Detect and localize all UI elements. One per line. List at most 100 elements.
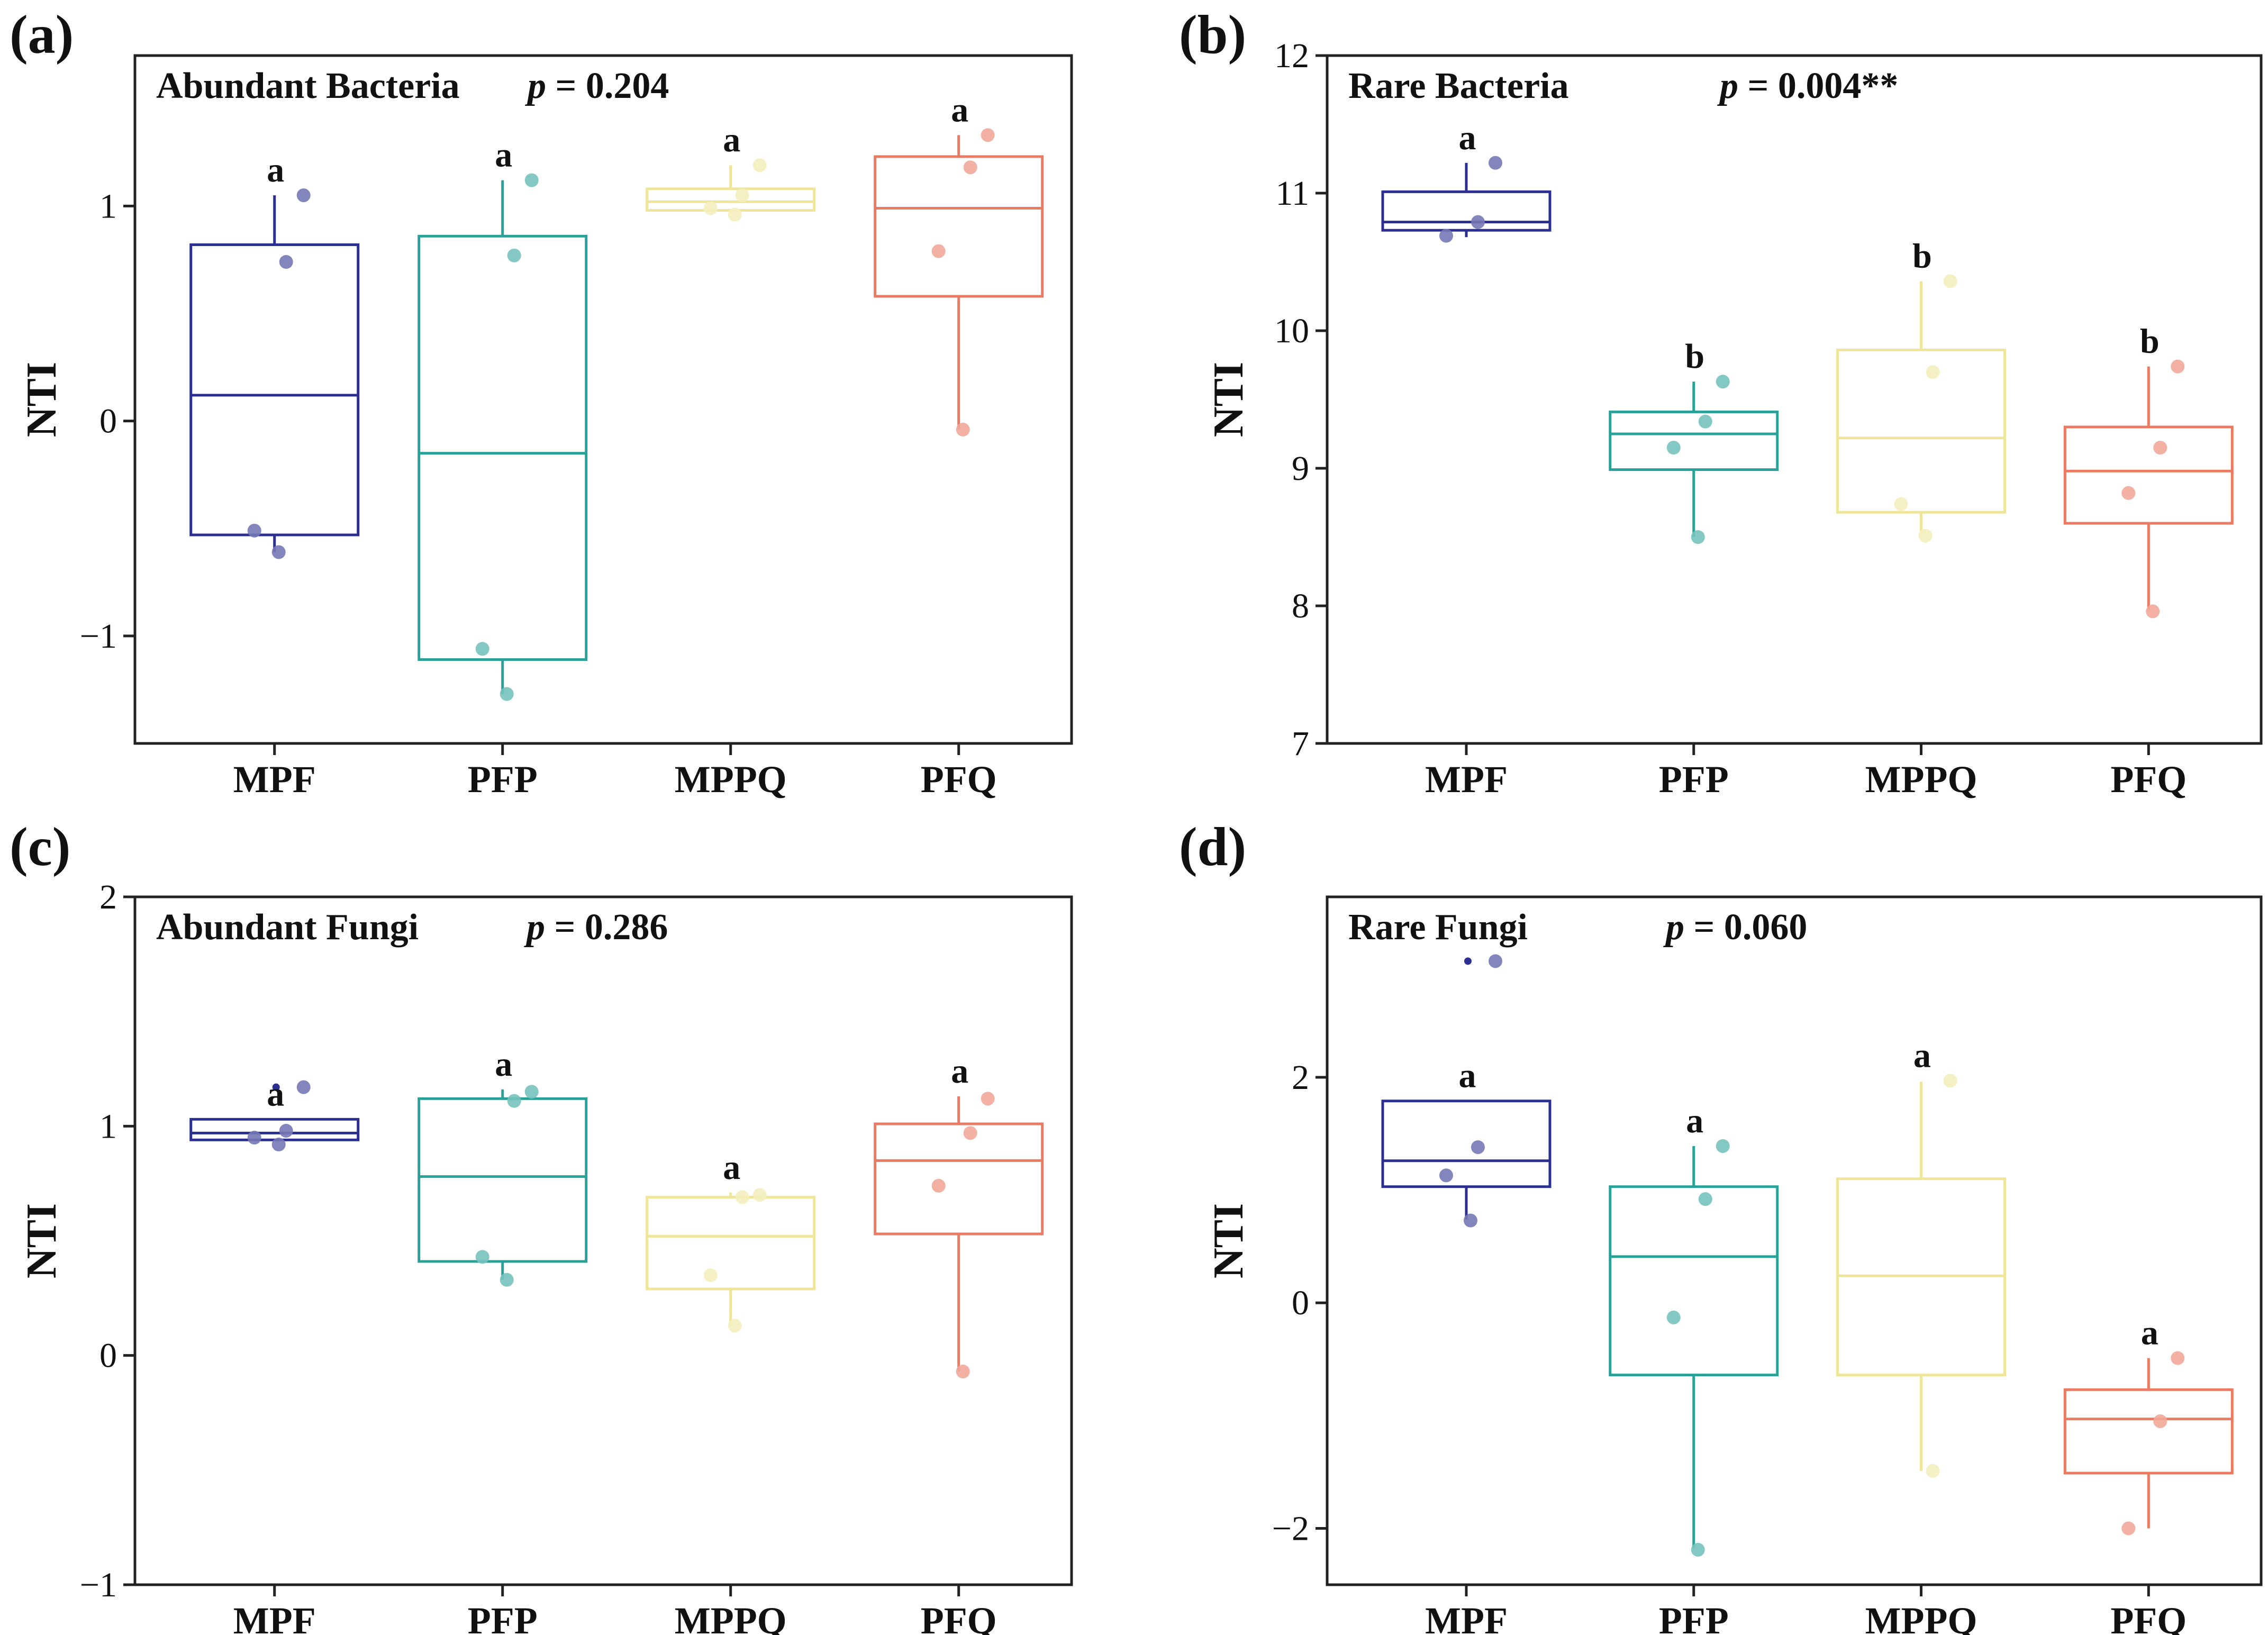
- panel-label: (d): [1179, 816, 1246, 877]
- y-axis-label: NTI: [1205, 362, 1252, 437]
- significance-letter: a: [723, 1148, 740, 1187]
- plot-frame: [1326, 895, 2263, 1586]
- data-point: [1943, 1074, 1957, 1088]
- iqr-box: [874, 155, 1044, 298]
- p-value-text: = 0.286: [545, 907, 668, 948]
- box-mpf: MPF a: [1381, 119, 1552, 801]
- x-tick-label: MPF: [233, 758, 316, 801]
- box-pfq: PFQ b: [2063, 322, 2234, 801]
- data-point: [1716, 375, 1730, 389]
- data-point: [703, 1268, 718, 1282]
- data-point: [2121, 486, 2136, 500]
- iqr-box: [2063, 425, 2234, 525]
- data-point: [2153, 441, 2167, 455]
- box-pfq: PFQ a: [874, 90, 1044, 801]
- data-point: [752, 1188, 767, 1202]
- panel-title: Rare Bacteria: [1348, 66, 1569, 106]
- data-point: [1691, 1542, 1705, 1557]
- panel-label: (b): [1179, 4, 1246, 65]
- significance-letter: a: [951, 90, 968, 129]
- iqr-box: [1609, 1185, 1779, 1377]
- significance-letter: a: [267, 1075, 284, 1113]
- significance-letter: a: [951, 1052, 968, 1091]
- x-tick-label: PFP: [468, 1600, 538, 1635]
- x-tick-label: MPF: [1425, 758, 1508, 801]
- data-point: [981, 1092, 995, 1106]
- data-point: [956, 1365, 970, 1378]
- significance-letter: a: [1458, 1057, 1476, 1095]
- iqr-box: [189, 243, 360, 537]
- y-axis-label: NTI: [19, 362, 65, 437]
- p-value: p = 0.286: [524, 907, 668, 948]
- data-point: [1894, 497, 1908, 511]
- significance-letter: a: [267, 151, 284, 189]
- iqr-box: [418, 1097, 588, 1263]
- data-point: [296, 188, 311, 203]
- data-point: [1926, 365, 1940, 379]
- box-pfp: PFP a: [418, 136, 588, 801]
- box-pfq: PFQ a: [2063, 1314, 2234, 1635]
- box-mppq: MPPQ a: [646, 1148, 816, 1635]
- box-pfp: PFP b: [1609, 337, 1779, 801]
- y-axis-label: NTI: [19, 1203, 65, 1278]
- p-value-text: = 0.004**: [1738, 66, 1898, 106]
- iqr-box: [646, 187, 816, 212]
- y-tick-label: 0: [1292, 1284, 1309, 1322]
- data-point: [247, 1131, 261, 1144]
- significance-letter: a: [1458, 119, 1476, 157]
- plot-frame: [1326, 54, 2263, 745]
- data-point: [2153, 1414, 2167, 1428]
- data-point: [956, 422, 970, 437]
- p-symbol: p: [1663, 907, 1684, 948]
- data-point: [271, 1138, 286, 1151]
- p-symbol: p: [524, 907, 545, 948]
- data-point: [271, 545, 286, 559]
- x-tick-label: MPPQ: [1865, 758, 1977, 801]
- data-point: [475, 1250, 489, 1264]
- x-tick-label: MPPQ: [1865, 1600, 1977, 1635]
- box-mpf: MPF a: [189, 1075, 360, 1635]
- data-point: [735, 188, 749, 203]
- data-point: [2146, 604, 2160, 619]
- y-tick-label: 11: [1275, 174, 1309, 213]
- iqr-box: [189, 1118, 360, 1141]
- iqr-box: [646, 1196, 816, 1291]
- x-tick-label: PFQ: [921, 758, 997, 801]
- panel-title: Abundant Fungi: [156, 907, 419, 948]
- data-point: [1666, 1310, 1681, 1324]
- x-tick-label: MPF: [233, 1600, 316, 1635]
- y-tick-label: −1: [80, 1566, 117, 1604]
- data-point: [728, 1319, 742, 1333]
- data-point: [500, 687, 514, 701]
- data-point: [752, 158, 767, 172]
- box-pfp: PFP a: [1609, 1102, 1779, 1635]
- y-tick-label: 12: [1274, 37, 1309, 75]
- data-point: [1488, 954, 1502, 968]
- data-point: [1463, 1213, 1477, 1228]
- panel-title: Abundant Bacteria: [156, 66, 460, 106]
- data-point: [247, 523, 261, 538]
- data-point: [735, 1190, 749, 1204]
- data-point: [279, 255, 293, 269]
- p-value: p = 0.060: [1663, 907, 1807, 948]
- box-pfq: PFQ a: [874, 1052, 1044, 1635]
- data-point: [524, 1085, 539, 1099]
- iqr-box: [1381, 1100, 1552, 1188]
- y-tick-label: 0: [99, 1337, 117, 1375]
- data-point: [1943, 274, 1957, 288]
- significance-letter: a: [495, 1045, 512, 1084]
- significance-letter: a: [2141, 1314, 2158, 1352]
- significance-letter: b: [1685, 337, 1704, 376]
- data-point: [1698, 1192, 1712, 1206]
- x-tick-label: PFP: [1659, 758, 1729, 801]
- iqr-box: [874, 1122, 1044, 1236]
- box-mppq: MPPQ a: [646, 121, 816, 801]
- data-point: [1439, 229, 1453, 243]
- data-point: [1471, 215, 1485, 229]
- data-point: [1716, 1139, 1730, 1153]
- data-point: [931, 244, 946, 258]
- data-point: [475, 642, 489, 656]
- iqr-box: [2063, 1388, 2234, 1475]
